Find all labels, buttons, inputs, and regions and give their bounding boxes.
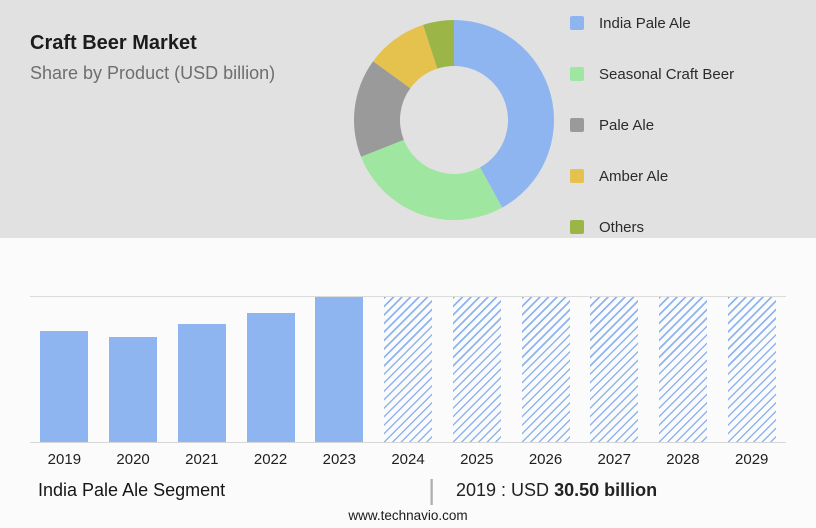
- bar-slot: [167, 283, 236, 442]
- legend-item: India Pale Ale: [570, 14, 805, 32]
- summary-row: India Pale Ale Segment | 2019 : USD 30.5…: [0, 474, 816, 506]
- legend-item: Others: [570, 218, 805, 236]
- page-subtitle: Share by Product (USD billion): [30, 63, 276, 83]
- donut-slice: [354, 61, 411, 157]
- separator-bar: |: [428, 474, 436, 505]
- donut-chart: [354, 20, 554, 220]
- legend-swatch-icon: [570, 16, 584, 30]
- x-axis-label: 2019: [47, 451, 82, 468]
- bar-2021: [177, 323, 226, 442]
- legend-item: Seasonal Craft Beer: [570, 65, 805, 83]
- legend-item: Pale Ale: [570, 116, 805, 134]
- donut-chart-wrap: [349, 15, 559, 225]
- bar-2020: [109, 336, 158, 442]
- legend-swatch-icon: [570, 118, 584, 132]
- x-axis-label: 2023: [322, 451, 356, 468]
- donut-slice: [454, 20, 554, 208]
- forecast-bar-2026: [521, 296, 570, 442]
- forecast-bar-2024: [384, 296, 433, 442]
- bar-slots: [30, 283, 786, 442]
- segment-value: 2019 : USD 30.50 billion: [456, 480, 657, 501]
- x-axis-label: 2026: [528, 451, 563, 468]
- donut-slice: [361, 139, 503, 220]
- bar-chart: 2019 2020 2021 2022 2023 2024 2025 2026 2027 2028…: [30, 283, 786, 468]
- donut-slice: [373, 24, 438, 89]
- bar-slot: [442, 283, 511, 442]
- legend-label: India Pale Ale: [599, 14, 691, 32]
- value-prefix: 2019 : USD: [456, 480, 555, 500]
- legend-swatch-icon: [570, 67, 584, 81]
- footer-url: www.technavio.com: [348, 508, 468, 523]
- legend-label: Amber Ale: [599, 167, 669, 185]
- bar-2019: [40, 331, 89, 442]
- bar-slot: [374, 283, 443, 442]
- x-axis-label: 2029: [735, 451, 769, 468]
- x-axis-label: 2028: [666, 451, 700, 468]
- bar-2022: [246, 312, 295, 442]
- bar-slot: [511, 283, 580, 442]
- x-axis-label: 2022: [253, 451, 288, 468]
- gridline: [30, 295, 786, 297]
- bar-slot: [99, 283, 168, 442]
- x-axis-label: 2021: [185, 451, 219, 468]
- bar-slot: [305, 283, 374, 442]
- forecast-bar-2025: [452, 296, 501, 442]
- x-axis-label: 2020: [116, 451, 150, 468]
- bar-slot: [580, 283, 649, 442]
- segment-label: India Pale Ale Segment: [38, 480, 226, 500]
- legend-swatch-icon: [570, 220, 584, 234]
- chart-legend: India Pale Ale Seasonal Craft Beer Pale Al…: [570, 14, 805, 269]
- bar-slot: [30, 283, 99, 442]
- x-axis-label: 2024: [391, 451, 425, 468]
- legend-label: Pale Ale: [599, 116, 655, 134]
- bar-2023: [315, 296, 364, 442]
- titles-block: Craft Beer Market Share by Product (USD …: [30, 32, 275, 84]
- header-section: Craft Beer Market Share by Product (USD …: [0, 0, 816, 238]
- legend-item: Amber Ale: [570, 167, 805, 185]
- bar-slot: [717, 283, 786, 442]
- page-title: Craft Beer Market: [30, 32, 197, 54]
- forecast-bar-2028: [658, 296, 707, 442]
- legend-label: Seasonal Craft Beer: [599, 65, 735, 83]
- legend-swatch-icon: [570, 169, 584, 183]
- bar-slot: [236, 283, 305, 442]
- bar-plot: [30, 283, 786, 443]
- x-axis-label: 2027: [597, 451, 631, 468]
- x-axis-labels: 2019 2020 2021 2022 2023 2024 2025 2026 2027 2028…: [30, 451, 786, 468]
- legend-label: Others: [599, 218, 645, 236]
- value-bold: 30.50 billion: [554, 480, 658, 500]
- forecast-bar-2027: [590, 296, 639, 442]
- donut-slice: [423, 20, 454, 69]
- forecast-bar-2029: [727, 296, 776, 442]
- x-axis-label: 2025: [460, 451, 494, 468]
- bar-slot: [649, 283, 718, 442]
